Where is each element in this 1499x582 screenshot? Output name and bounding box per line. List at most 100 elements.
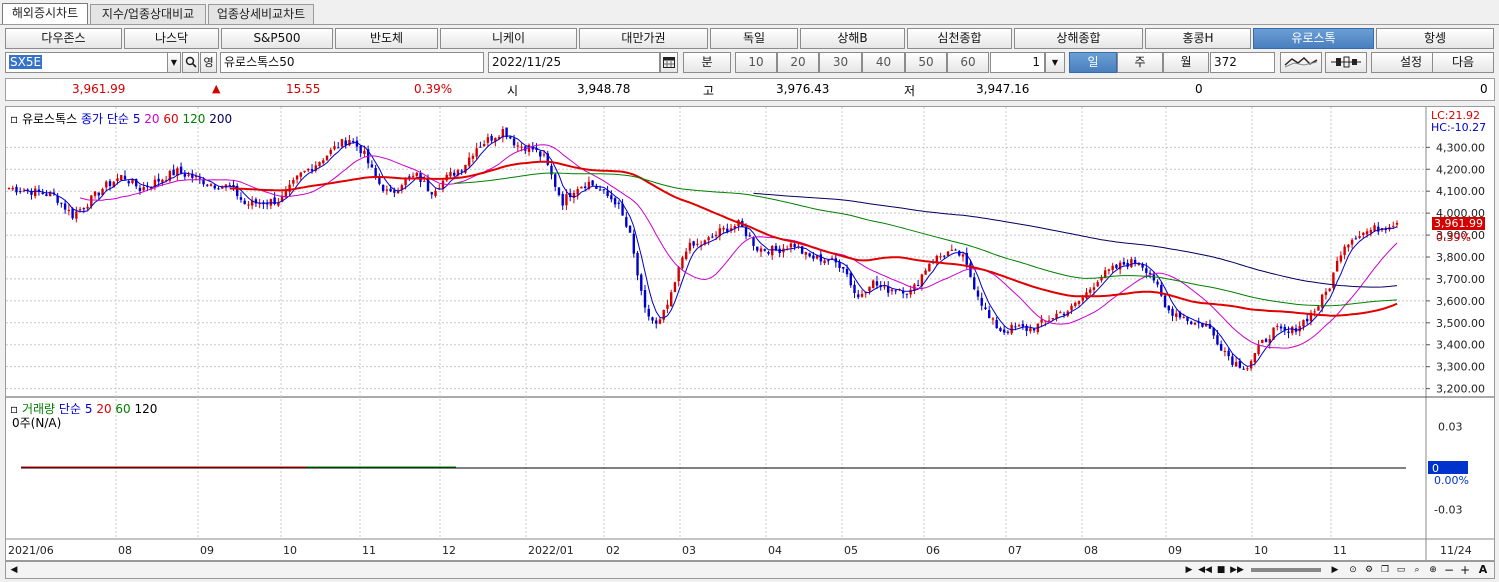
play-icon[interactable]: ▶ — [1185, 565, 1193, 575]
candle-body — [295, 175, 299, 180]
candle-body — [1122, 261, 1126, 265]
market-button-dow[interactable]: 다우존스 — [5, 28, 122, 49]
price-chart-svg: 2021/06 08 09 10 11 12 2022/01 02 03 04 05 06 07 08 09… — [6, 107, 1494, 560]
chart-panel[interactable]: 2021/06 08 09 10 11 12 2022/01 02 03 04 05 06 07 08 09… — [5, 106, 1495, 561]
legend-ma120: 120 — [182, 112, 206, 126]
candle-body — [1328, 288, 1331, 291]
market-button-taiwan[interactable]: 대만가권 — [579, 28, 708, 49]
candle-body — [711, 236, 714, 238]
tab-sector-compare[interactable]: 업종상세비교차트 — [208, 4, 314, 24]
speed-slider[interactable] — [1251, 568, 1321, 572]
scroll-left-icon[interactable]: ◀ — [10, 565, 18, 575]
rewind-icon[interactable]: ◀◀ — [1198, 565, 1212, 575]
current-pct-marker: 0.39% — [1436, 231, 1471, 244]
market-button-germany[interactable]: 독일 — [710, 28, 798, 49]
multiplier-dropdown-icon[interactable]: ▼ — [1045, 52, 1065, 73]
font-size-icon[interactable]: A — [1478, 563, 1488, 576]
gear-icon[interactable]: ⚙ — [1364, 565, 1374, 575]
market-button-sp500[interactable]: S&P500 — [221, 28, 333, 49]
candle-body — [1208, 324, 1212, 329]
candle-body — [1264, 339, 1268, 342]
minus-icon[interactable]: − — [1443, 563, 1455, 577]
candle-body — [1358, 236, 1361, 238]
market-button-nikkei[interactable]: 니케이 — [440, 28, 577, 49]
candle-body — [48, 192, 52, 197]
minute-60-button[interactable]: 60 — [947, 52, 989, 73]
candle-body — [1204, 324, 1208, 327]
search-icon[interactable] — [182, 52, 199, 73]
market-button-shanghai-composite[interactable]: 상해종합 — [1014, 28, 1143, 49]
minute-30-button[interactable]: 30 — [819, 52, 862, 73]
candle-chart-icon[interactable] — [1325, 52, 1367, 73]
zoom-out-small-icon[interactable]: ⌕ — [1414, 565, 1420, 575]
tab-index-compare[interactable]: 지수/업종상대비교 — [90, 4, 206, 24]
minute-40-button[interactable]: 40 — [862, 52, 905, 73]
hc-label: HC:-10.27 — [1431, 121, 1487, 134]
stop-icon[interactable]: ■ — [1216, 565, 1226, 575]
minute-unit-button[interactable]: 분 — [683, 52, 731, 73]
period-month-button[interactable]: 월 — [1163, 52, 1209, 73]
zoom-in-icon[interactable]: ⊕ — [1429, 565, 1437, 575]
candle-body — [1141, 264, 1144, 268]
candle-body — [303, 170, 306, 173]
candle-body — [684, 251, 688, 260]
volume-legend-ma60: 60 — [115, 402, 131, 416]
candle-body — [97, 192, 100, 196]
plus-icon[interactable]: + — [1459, 563, 1471, 577]
settings-button[interactable]: 설정 — [1371, 52, 1451, 73]
candle-body — [63, 203, 67, 210]
market-button-eurostoxx[interactable]: 유로스톡 — [1253, 28, 1374, 49]
candle-body — [613, 198, 617, 205]
minute-50-button[interactable]: 50 — [905, 52, 947, 73]
fast-forward-icon[interactable]: ▶▶ — [1230, 565, 1244, 575]
candle-body — [1055, 313, 1058, 319]
legend-symbol-name: 유로스톡스 — [21, 112, 78, 126]
market-button-hongkong-h[interactable]: 홍콩H — [1145, 28, 1251, 49]
symbol-dropdown-icon[interactable]: ▼ — [167, 52, 181, 73]
candle-body — [752, 237, 755, 246]
x-tick-label: 09 — [200, 544, 214, 557]
candle-body — [426, 179, 430, 191]
volume-zero-marker — [1428, 461, 1468, 474]
candle-body — [1369, 230, 1373, 233]
candle-body — [916, 284, 920, 286]
count-input[interactable]: 372 — [1210, 52, 1275, 73]
window-icon[interactable]: ▭ — [1396, 565, 1406, 575]
market-button-shenzhen[interactable]: 심천종합 — [907, 28, 1012, 49]
candle-body — [542, 154, 546, 156]
market-button-nasdaq[interactable]: 나스닥 — [124, 28, 219, 49]
candle-body — [232, 184, 235, 186]
market-button-shanghai-b[interactable]: 상해B — [800, 28, 905, 49]
candle-body — [1152, 274, 1156, 281]
market-button-hangseng[interactable]: 항셍 — [1376, 28, 1494, 49]
candle-body — [1074, 302, 1077, 307]
english-toggle-button[interactable]: 영 — [200, 52, 217, 73]
line-chart-icon[interactable] — [1280, 52, 1322, 73]
market-button-semiconductor[interactable]: 반도체 — [335, 28, 438, 49]
volume-tick-label: 0.00% — [1434, 474, 1469, 487]
candle-body — [1238, 360, 1242, 368]
candle-body — [838, 261, 841, 268]
symbol-name-field: 유로스톡스50 — [220, 52, 484, 73]
candle-body — [1051, 318, 1055, 320]
candle-body — [640, 274, 643, 291]
candle-body — [1197, 321, 1200, 324]
minute-20-button[interactable]: 20 — [777, 52, 819, 73]
tab-overseas-chart[interactable]: 해외증시차트 — [2, 3, 88, 25]
symbol-input[interactable]: SX5E — [5, 52, 168, 73]
x-tick-label: 2022/01 — [528, 544, 574, 557]
date-input[interactable]: 2022/11/25 — [488, 52, 660, 73]
scroll-right-icon[interactable]: ▶ — [1331, 565, 1339, 575]
zoom-reset-icon[interactable]: ⊙ — [1349, 565, 1357, 575]
period-week-button[interactable]: 주 — [1117, 52, 1163, 73]
calendar-icon[interactable] — [660, 52, 678, 73]
candle-body — [393, 190, 396, 193]
next-button[interactable]: 다음 — [1432, 52, 1494, 73]
legend-ma200: 200 — [209, 112, 233, 126]
multiplier-input[interactable]: 1 — [990, 52, 1045, 73]
chart-scrollbar[interactable]: ◀ ▶ ◀◀ ■ ▶▶ ▶ ⊙ ⚙ ❐ ▭ ⌕ ⊕ − + A — [5, 561, 1495, 579]
minute-10-button[interactable]: 10 — [735, 52, 777, 73]
price-legend: ▫ 유로스톡스 종가 단순 5 20 60 120 200 — [10, 110, 232, 127]
period-day-button[interactable]: 일 — [1069, 52, 1117, 73]
copy-icon[interactable]: ❐ — [1380, 565, 1390, 575]
